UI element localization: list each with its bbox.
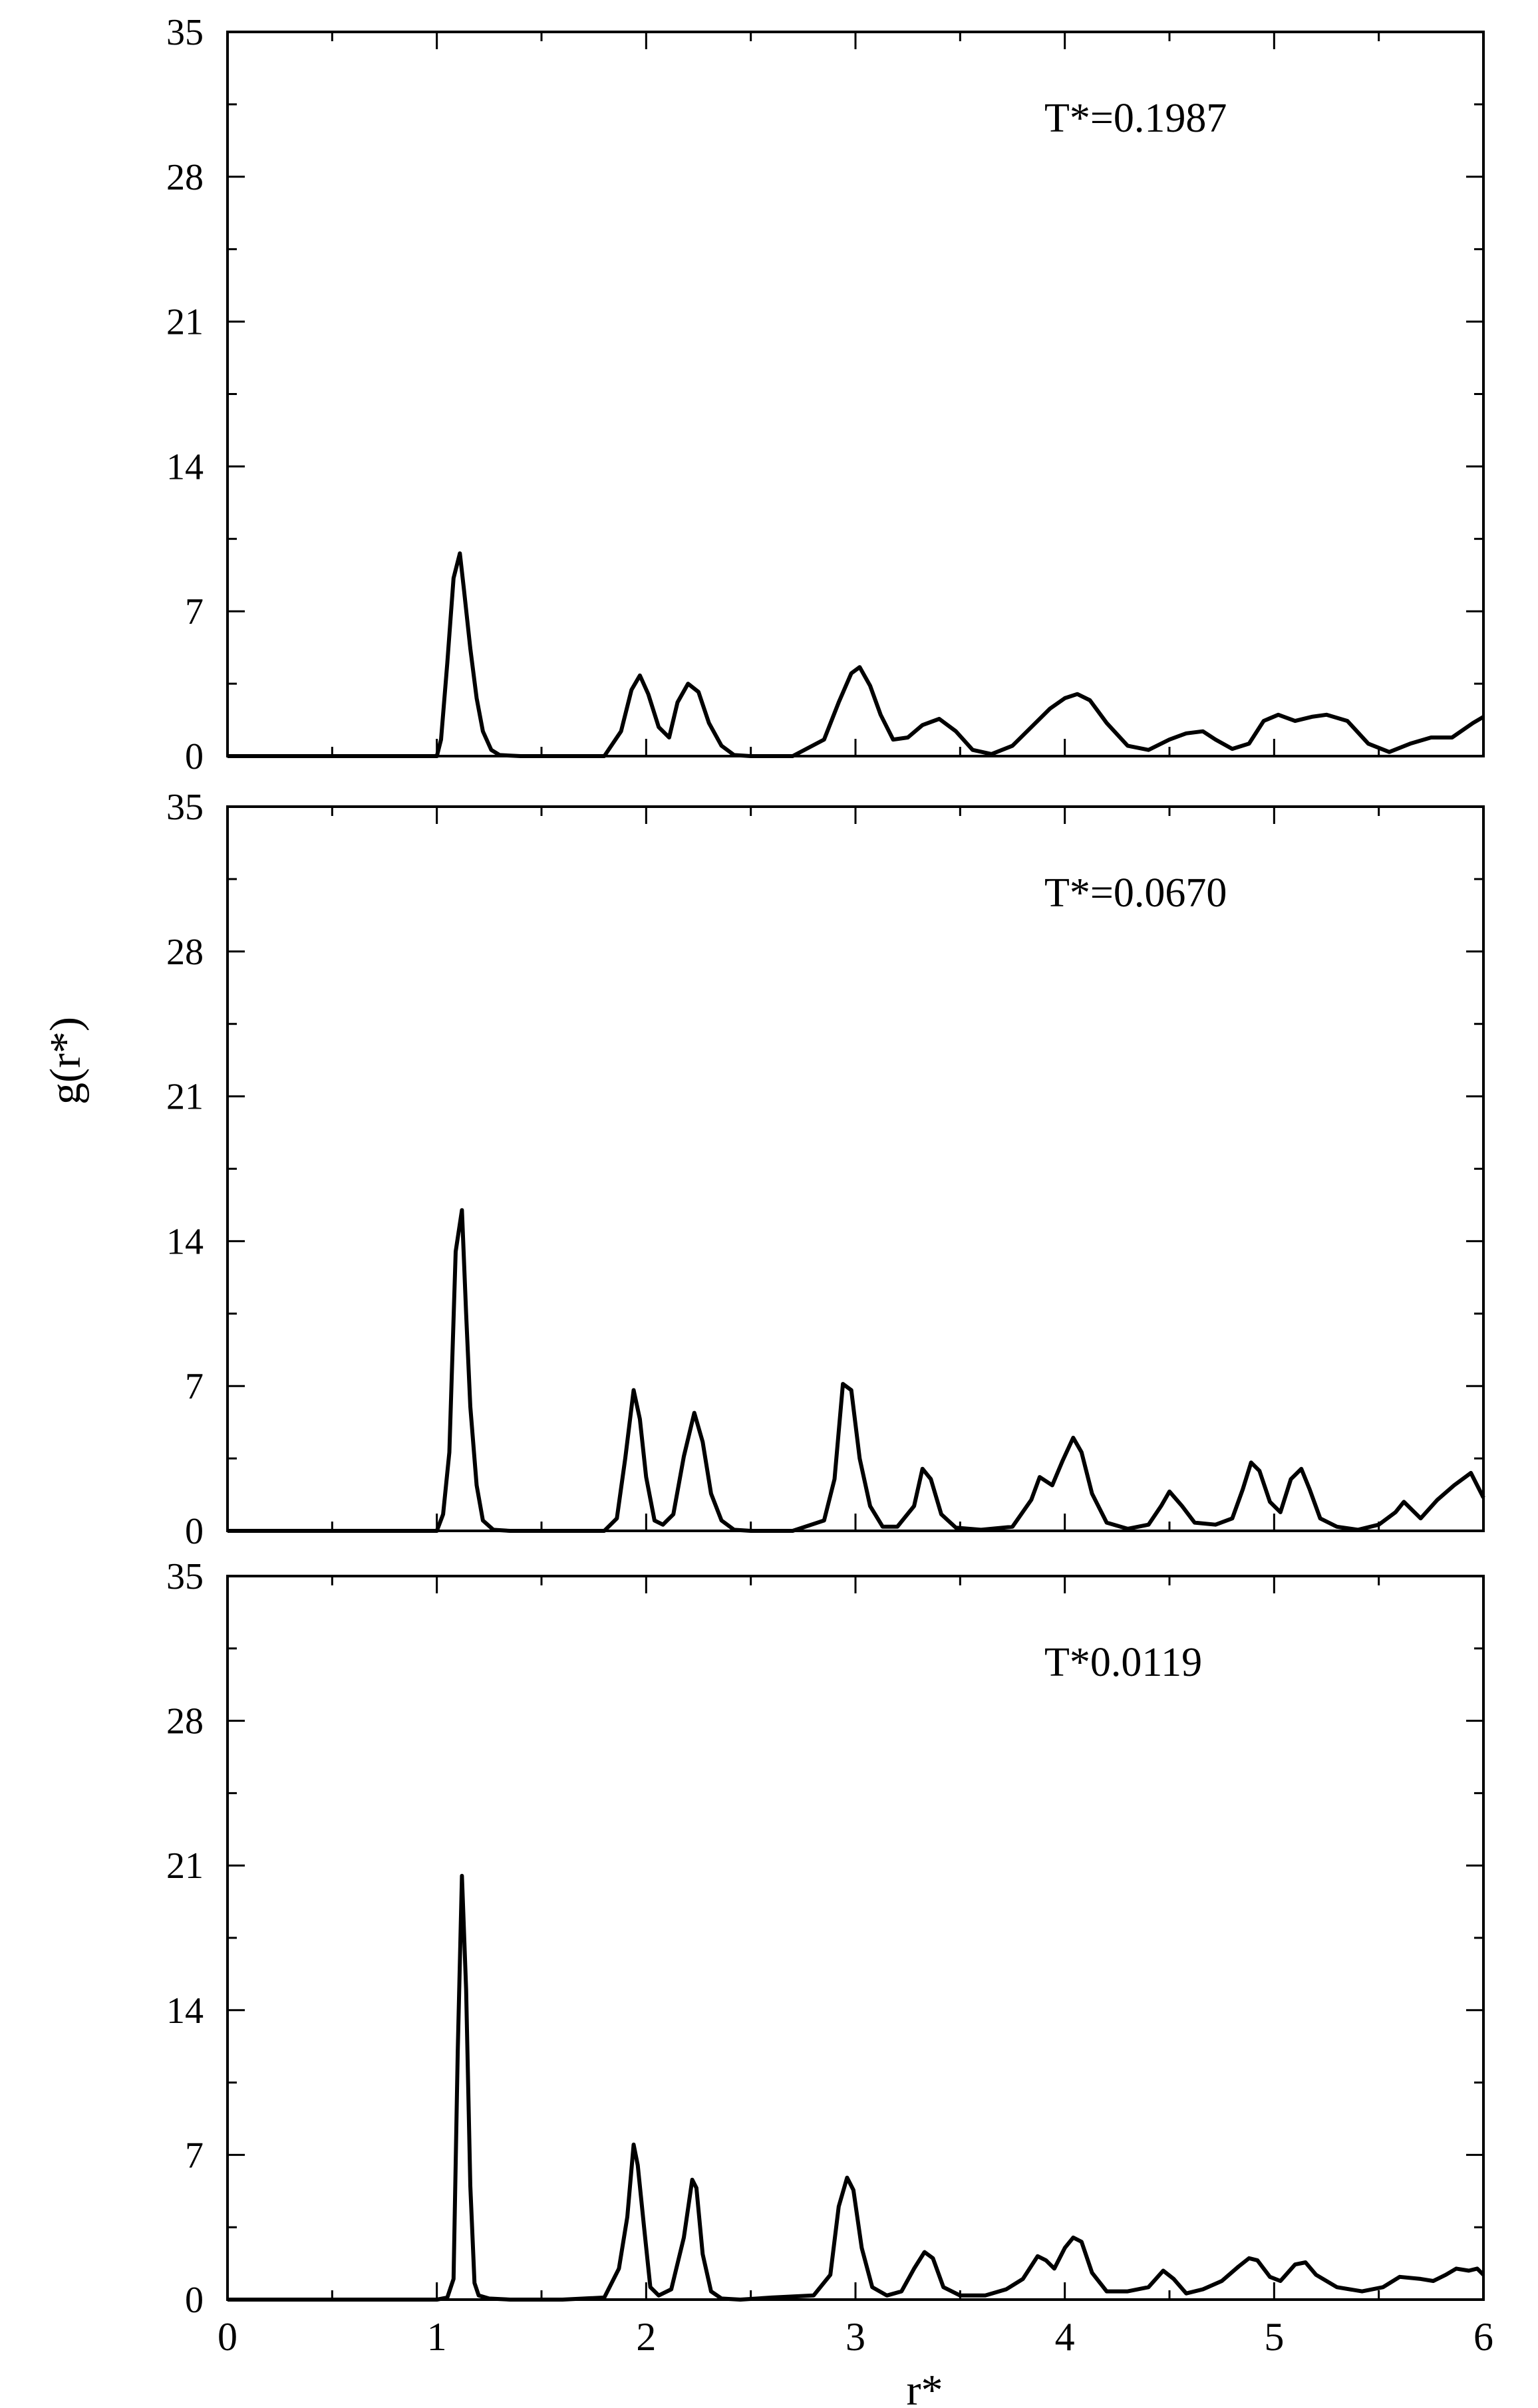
x-tick-label: 6 [1473,2315,1493,2359]
x-tick-label: 3 [846,2315,865,2359]
y-tick-label: 35 [166,1556,204,1597]
y-tick-label: 7 [185,1366,204,1407]
series-line [228,1208,1485,1533]
panel-annotation: T*0.0119 [1044,1640,1202,1685]
y-tick-label: 0 [185,736,204,777]
y-tick-label: 28 [166,157,204,198]
y-tick-label: 0 [185,2280,204,2321]
y-tick-label: 14 [166,1990,204,2032]
x-tick-label: 5 [1264,2315,1284,2359]
panel-annotation: T*=0.1987 [1044,96,1227,141]
y-tick-label: 28 [166,1701,204,1742]
y-tick-label: 21 [166,302,204,343]
series-line [228,1873,1485,2302]
x-tick-label: 0 [218,2315,237,2359]
y-tick-label: 0 [185,1511,204,1552]
panel-2: 0 7 14 21 28 35 T*=0.0670 [166,787,1485,1552]
y-tick-label: 28 [166,932,204,973]
y-tick-label: 21 [166,1845,204,1887]
x-tick-label: 1 [427,2315,447,2359]
panel-annotation: T*=0.0670 [1044,870,1227,916]
y-tick-label: 21 [166,1077,204,1118]
x-axis-title: r* [907,2366,943,2405]
y-tick-label: 14 [166,446,204,487]
plot-frame [226,31,1485,757]
y-tick-label: 35 [166,787,204,828]
panel-3: 0 7 14 21 28 35 0 1 2 3 4 5 6 T*0.0119 [166,1556,1493,2359]
y-tick-label: 7 [185,2135,204,2176]
x-tick-label: 4 [1055,2315,1075,2359]
y-axis-title: g(r*) [41,1017,90,1105]
y-tick-label: 14 [166,1221,204,1262]
y-tick-label: 35 [166,12,204,53]
panel-1: 0 7 14 21 28 35 T*=0.1987 [166,12,1485,777]
series-line [228,551,1485,758]
y-tick-label: 7 [185,591,204,632]
x-tick-label: 2 [636,2315,656,2359]
